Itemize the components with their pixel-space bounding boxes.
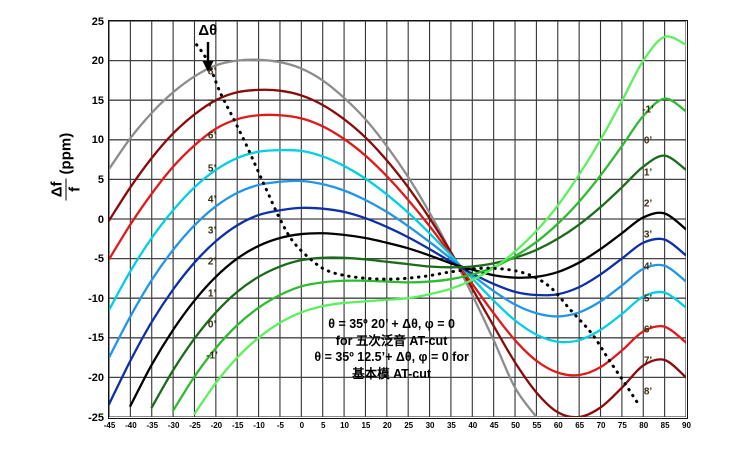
y-tick-label: -25 — [88, 411, 104, 424]
note-block: θ = 35º 20’ + Δθ, φ = 0 for 五次泛音 AT-cut θ … — [314, 316, 468, 382]
x-tick-label: 50 — [511, 421, 520, 430]
y-tick-label: -5 — [94, 253, 104, 266]
x-tick-label: -30 — [167, 421, 180, 430]
note-line-2: for 五次泛音 AT-cut — [335, 333, 448, 348]
x-tick-label: 70 — [596, 421, 606, 430]
curve-5 — [109, 148, 686, 344]
x-tick-label: -20 — [210, 421, 223, 430]
x-tick-label: 10 — [340, 421, 350, 430]
x-tick-label: 35 — [446, 421, 456, 430]
x-tick-label: -25 — [189, 421, 201, 430]
x-tick-label: 5 — [320, 421, 326, 430]
delta-theta-annotation: Δθ — [198, 22, 218, 39]
turning-point-locus — [195, 43, 641, 407]
curve-neg1 — [193, 35, 686, 415]
y-tick-label: -15 — [88, 332, 104, 345]
x-tick-label: 45 — [489, 421, 499, 430]
data-curves — [109, 35, 686, 417]
note-line-4: 基本模 AT-cut — [352, 366, 432, 381]
y-axis-numerator: Δf — [49, 178, 67, 201]
x-tick-label: 75 — [617, 421, 627, 430]
x-tick-label: -5 — [276, 421, 285, 430]
curve-0 — [171, 97, 686, 412]
x-tick-label: 80 — [639, 421, 649, 430]
curve-7 — [109, 88, 686, 417]
x-tick-label: 30 — [425, 421, 435, 430]
curve-1 — [150, 154, 686, 409]
curve-4 — [109, 179, 686, 359]
y-tick-label: 25 — [91, 15, 104, 28]
x-tick-label: -40 — [125, 421, 137, 430]
x-tick-label: 85 — [660, 421, 670, 430]
x-tick-label: 55 — [532, 421, 542, 430]
x-tick-label: 15 — [361, 421, 371, 430]
x-tick-label: -10 — [253, 421, 265, 430]
x-tick-label: -35 — [146, 421, 159, 430]
x-tick-label: 0 — [299, 421, 305, 430]
x-axis-tick-labels: -45 -40 -35 -30 -25 -20 -15 -10 -5 0 5 10 15 20 25 30 35… — [0, 421, 730, 441]
note-line-1: θ = 35º 20’ + Δθ, φ = 0 — [328, 317, 455, 332]
x-tick-label: -45 — [103, 421, 116, 430]
y-tick-label: 15 — [91, 94, 104, 107]
grid-lines — [109, 21, 686, 417]
note-line-3: θ = 35º 12.5’+ Δθ, φ = 0 for — [314, 350, 469, 365]
x-tick-label: 65 — [575, 421, 585, 430]
curve-6 — [109, 113, 686, 377]
delta-theta-arrow-icon — [202, 42, 214, 72]
x-tick-label: -15 — [231, 421, 244, 430]
y-tick-label: -10 — [88, 292, 104, 305]
curve-3 — [109, 206, 686, 406]
y-tick-label: 0 — [97, 213, 104, 226]
y-tick-label: 20 — [91, 55, 104, 68]
y-tick-label: 5 — [97, 173, 104, 186]
chart-svg — [109, 21, 686, 417]
x-tick-label: 60 — [553, 421, 563, 430]
y-tick-label: 10 — [91, 134, 104, 147]
x-tick-label: 90 — [682, 421, 691, 430]
plot-area — [108, 20, 688, 419]
x-tick-label: 20 — [382, 421, 392, 430]
y-axis-tick-labels: 25 20 15 10 5 0 -5 -10 -15 -20 -25 — [66, 0, 104, 450]
curve-2 — [129, 211, 686, 408]
x-tick-label: 25 — [404, 421, 414, 430]
y-tick-label: -20 — [88, 371, 104, 384]
x-tick-label: 40 — [468, 421, 478, 430]
